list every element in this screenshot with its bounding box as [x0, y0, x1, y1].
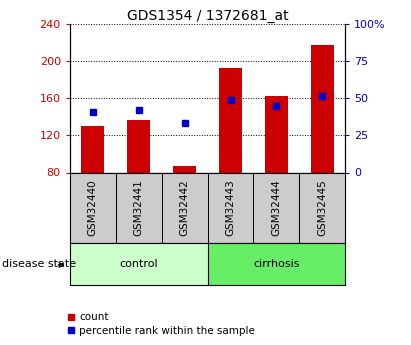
Text: disease state: disease state — [2, 259, 76, 269]
Text: GSM32443: GSM32443 — [226, 179, 236, 236]
Bar — [70, 243, 208, 285]
Text: control: control — [120, 259, 158, 269]
Text: GSM32445: GSM32445 — [317, 179, 327, 236]
Text: GSM32444: GSM32444 — [271, 179, 282, 236]
Bar — [219, 68, 242, 172]
Bar — [208, 243, 345, 285]
Text: cirrhosis: cirrhosis — [253, 259, 300, 269]
Text: GSM32442: GSM32442 — [180, 179, 189, 236]
Text: GSM32441: GSM32441 — [134, 179, 144, 236]
Bar — [311, 45, 334, 172]
Bar — [127, 120, 150, 172]
Legend: count, percentile rank within the sample: count, percentile rank within the sample — [63, 308, 259, 340]
Bar — [81, 126, 104, 172]
Bar — [265, 96, 288, 172]
Title: GDS1354 / 1372681_at: GDS1354 / 1372681_at — [127, 9, 289, 23]
Bar — [173, 166, 196, 172]
Text: GSM32440: GSM32440 — [88, 179, 98, 236]
